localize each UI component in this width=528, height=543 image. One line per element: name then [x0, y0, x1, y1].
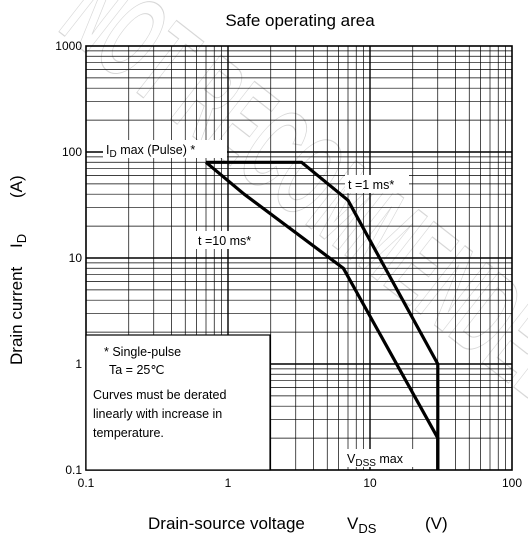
plot-frame — [85, 45, 513, 471]
id-max-label: ID max (Pulse) * — [106, 143, 195, 160]
x-axis-main: Drain-source voltage — [148, 514, 305, 533]
note-line-4: linearly with increase in — [93, 407, 222, 421]
id-max-rest: max (Pulse) * — [117, 143, 196, 157]
y-tick-label: 0.1 — [65, 463, 82, 477]
chart-title: Safe operating area — [225, 11, 375, 30]
x-axis-symbol: V — [347, 514, 359, 533]
vdss-symbol: V — [347, 452, 356, 466]
y-tick-label: 1000 — [55, 39, 82, 53]
id-max-subscript: D — [109, 149, 116, 160]
t10ms-label: t =10 ms* — [198, 234, 251, 248]
x-tick-label: 10 — [363, 476, 377, 490]
note-box — [85, 334, 271, 471]
vdss-subscript: DSS — [355, 458, 376, 469]
x-tick-label: 0.1 — [78, 476, 95, 490]
t10ms-label-bg — [195, 231, 269, 249]
x-tick-labels: 0.1 1 10 100 — [78, 476, 523, 490]
x-tick-label: 100 — [502, 476, 522, 490]
y-tick-labels: 0.1 1 10 100 1000 — [55, 39, 82, 477]
y-axis-unit: (A) — [7, 175, 26, 198]
series-lines — [204, 160, 440, 470]
y-axis-subscript: D — [14, 234, 29, 243]
x-axis-subscript: DS — [358, 521, 376, 536]
x-tick-label: 1 — [225, 476, 232, 490]
x-axis-title: Drain-source voltage VDS (V) — [148, 514, 448, 536]
y-tick-label: 1 — [75, 357, 82, 371]
t1ms-label: t =1 ms* — [348, 178, 394, 192]
y-axis-title: Drain current ID (A) — [7, 175, 29, 365]
y-tick-label: 10 — [69, 251, 83, 265]
t1ms-label-bg — [345, 175, 409, 193]
series-line-2 — [206, 160, 440, 470]
vdss-label: VDSS max — [347, 452, 404, 469]
vdss-label-bg — [344, 449, 428, 467]
y-axis-symbol: I — [7, 243, 26, 248]
vdss-rest: max — [376, 452, 404, 466]
y-axis-main: Drain current — [7, 266, 26, 365]
note-line-2: Ta = 25℃ — [109, 363, 164, 377]
note-line-1: * Single-pulse — [104, 345, 181, 359]
note-line-3: Curves must be derated — [93, 388, 226, 402]
id-max-symbol: I — [106, 143, 109, 157]
note-line-5: temperature. — [93, 426, 164, 440]
y-tick-label: 100 — [62, 145, 82, 159]
x-axis-unit: (V) — [425, 514, 448, 533]
id-max-label-bg — [103, 140, 227, 158]
